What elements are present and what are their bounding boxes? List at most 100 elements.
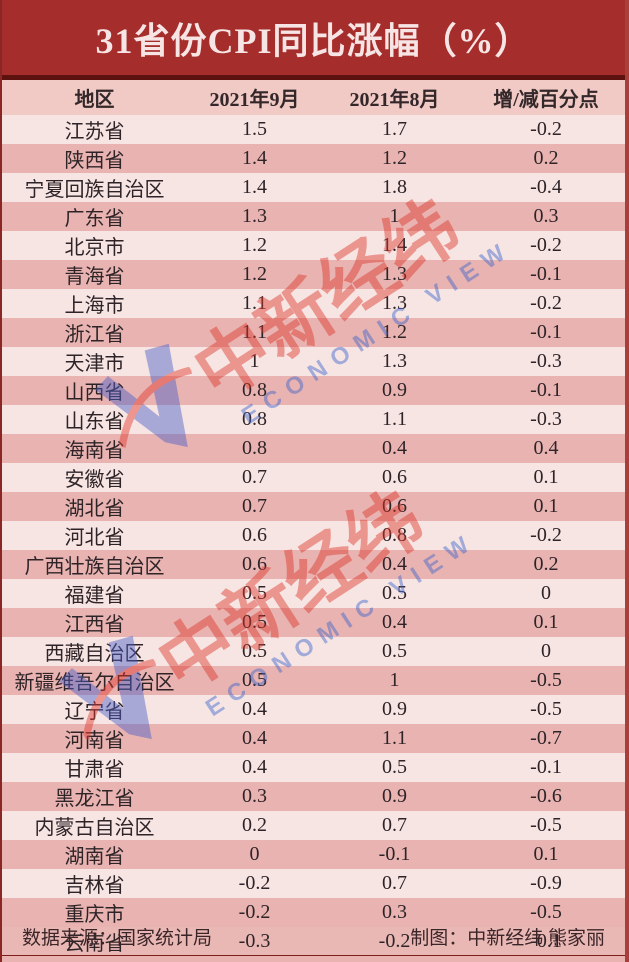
cell-aug-2021: 1.2: [382, 321, 407, 343]
cell-region: 云南省: [64, 933, 125, 955]
table-row: 四川省-0.4-0.3-0.1: [2, 956, 625, 962]
cell-change: 0.1: [533, 611, 559, 633]
cell-aug-2021: -0.3: [322, 959, 467, 962]
table-header-row: 地区 2021年9月 2021年8月 增/减百分点: [2, 80, 625, 115]
cell-sep-2021: -0.3: [238, 930, 271, 952]
cell-region: 江苏省: [64, 121, 125, 143]
column-header-sep-2021: 2021年9月: [209, 89, 300, 111]
cell-change: 0: [541, 582, 551, 604]
table-row: 山东省 0.8 1.1 -0.3: [2, 405, 625, 434]
cell-aug-2021: 0.6: [382, 495, 407, 517]
cell-sep-2021: 0.8: [242, 408, 267, 430]
cell-sep-2021: 1.4: [242, 176, 267, 198]
column-header-aug-2021: 2021年8月: [349, 89, 440, 111]
cell-region: 内蒙古自治区: [34, 817, 155, 839]
cell-sep-2021: 0.5: [242, 582, 267, 604]
cell-change: -0.5: [530, 669, 562, 691]
cell-change: 0.3: [533, 205, 559, 227]
cell-change: -0.1: [467, 959, 625, 962]
cell-region: 辽宁省: [64, 701, 125, 723]
cell-region: 重庆市: [64, 904, 125, 926]
cell-sep-2021: 0.5: [242, 640, 267, 662]
cell-sep-2021: 0.6: [242, 524, 267, 546]
cell-aug-2021: 1.3: [382, 292, 407, 314]
table-row: 河北省 0.6 0.8 -0.2: [2, 521, 625, 550]
cell-sep-2021: 0.8: [242, 437, 267, 459]
cell-change: -0.4: [530, 176, 562, 198]
cell-change: -0.1: [530, 263, 562, 285]
cell-change: -0.3: [530, 350, 562, 372]
cell-aug-2021: 0.9: [382, 785, 407, 807]
cell-sep-2021: 0.7: [242, 495, 267, 517]
table-row: 新疆维吾尔自治区 0.5 1 -0.5: [2, 666, 625, 695]
table-row: 江西省 0.5 0.4 0.1: [2, 608, 625, 637]
cell-sep-2021: 1.1: [242, 321, 267, 343]
cell-change: 0.2: [533, 553, 559, 575]
cell-sep-2021: -0.2: [238, 872, 271, 894]
table-row: 宁夏回族自治区 1.4 1.8 -0.4: [2, 173, 625, 202]
table-row: 湖北省 0.7 0.6 0.1: [2, 492, 625, 521]
table-row: 吉林省 -0.2 0.7 -0.9: [2, 869, 625, 898]
cell-aug-2021: 0.4: [382, 437, 407, 459]
cell-region: 青海省: [64, 266, 125, 288]
table-row: 黑龙江省 0.3 0.9 -0.6: [2, 782, 625, 811]
table-row: 山西省 0.8 0.9 -0.1: [2, 376, 625, 405]
cell-aug-2021: 0.9: [382, 379, 407, 401]
cell-aug-2021: 0.5: [382, 582, 407, 604]
cell-change: -0.2: [530, 234, 562, 256]
cell-region: 西藏自治区: [44, 643, 145, 665]
table-row: 上海市 1.1 1.3 -0.2: [2, 289, 625, 318]
cell-sep-2021: 1.3: [242, 205, 267, 227]
cell-sep-2021: 1: [249, 350, 260, 372]
cell-change: -0.2: [530, 292, 562, 314]
cell-region: 安徽省: [64, 469, 125, 491]
table-row: 广西壮族自治区 0.6 0.4 0.2: [2, 550, 625, 579]
cell-change: 0: [541, 640, 551, 662]
cell-sep-2021: 1.5: [242, 118, 267, 140]
column-header-region: 地区: [74, 89, 115, 111]
cell-region: 宁夏回族自治区: [24, 179, 165, 201]
table-row: 云南省 -0.3 -0.2 -0.1: [2, 927, 625, 956]
table-row: 内蒙古自治区 0.2 0.7 -0.5: [2, 811, 625, 840]
cell-aug-2021: 1: [389, 669, 400, 691]
cell-change: -0.1: [530, 321, 562, 343]
cell-change: -0.5: [530, 698, 562, 720]
cell-sep-2021: 1.4: [242, 147, 267, 169]
table-row: 西藏自治区 0.5 0.5 0: [2, 637, 625, 666]
cell-aug-2021: 0.4: [382, 553, 407, 575]
cell-aug-2021: 1: [389, 205, 400, 227]
cell-region: 湖北省: [64, 498, 125, 520]
cell-aug-2021: 1.3: [382, 263, 407, 285]
cell-aug-2021: 0.4: [382, 611, 407, 633]
table-row: 陕西省 1.4 1.2 0.2: [2, 144, 625, 173]
cell-region: 河北省: [64, 527, 125, 549]
table-row: 河南省 0.4 1.1 -0.7: [2, 724, 625, 753]
title-separator: [2, 75, 625, 80]
cell-change: 0.2: [533, 147, 559, 169]
cell-region: 浙江省: [64, 324, 125, 346]
cell-region: 上海市: [64, 295, 125, 317]
cell-region: 湖南省: [64, 846, 125, 868]
cell-region: 河南省: [64, 730, 125, 752]
title-bar: 31省份CPI同比涨幅（%）: [2, 0, 625, 75]
cell-aug-2021: -0.2: [378, 930, 411, 952]
cell-sep-2021: 0.4: [242, 727, 267, 749]
cell-sep-2021: 0.5: [242, 669, 267, 691]
table-row: 安徽省 0.7 0.6 0.1: [2, 463, 625, 492]
cell-change: -0.5: [530, 814, 562, 836]
column-header-change: 增/减百分点: [493, 89, 599, 111]
cell-sep-2021: 0.4: [242, 756, 267, 778]
cell-sep-2021: 0: [249, 843, 260, 865]
table-row: 天津市 1 1.3 -0.3: [2, 347, 625, 376]
cell-change: -0.3: [530, 408, 562, 430]
cell-sep-2021: 0.7: [242, 466, 267, 488]
cell-aug-2021: 1.1: [382, 727, 407, 749]
page-title: 31省份CPI同比涨幅（%）: [95, 20, 532, 61]
cell-sep-2021: 0.6: [242, 553, 267, 575]
cell-change: 0.4: [533, 437, 559, 459]
cell-sep-2021: 1.2: [242, 263, 267, 285]
cell-change: -0.1: [530, 930, 562, 952]
cell-region: 山西省: [64, 382, 125, 404]
cell-sep-2021: 0.5: [242, 611, 267, 633]
cell-region: 江西省: [64, 614, 125, 636]
